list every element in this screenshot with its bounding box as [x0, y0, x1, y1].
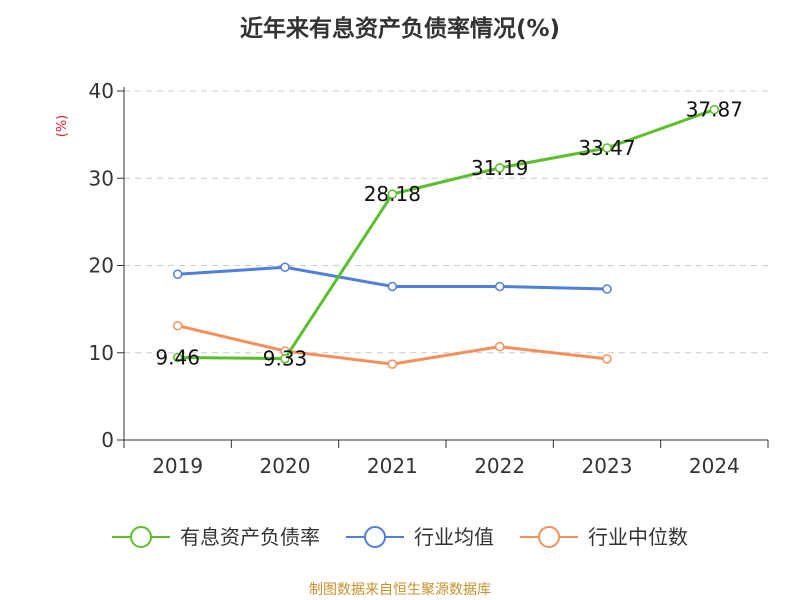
legend: 有息资产负债率 行业均值 行业中位数 [112, 525, 688, 549]
data-point [387, 189, 398, 199]
x-tick-label: 2022 [474, 454, 525, 478]
data-point [280, 353, 290, 364]
legend-marker [364, 526, 386, 548]
legend-item: 有息资产负债率 [112, 525, 320, 549]
x-tick-label: 2019 [152, 454, 203, 478]
data-point [494, 163, 505, 173]
legend-label: 行业均值 [414, 525, 494, 549]
x-tick-label: 2020 [260, 454, 311, 478]
gridlines [124, 90, 768, 354]
data-point [387, 281, 398, 292]
data-point [602, 284, 612, 294]
data-point [602, 143, 612, 153]
data-label: 37.87 [686, 98, 743, 122]
y-tick-label: 10 [89, 341, 114, 365]
x-tick-label: 2021 [367, 454, 418, 478]
legend-item: 行业均值 [346, 525, 494, 549]
series-3 [172, 320, 612, 369]
chart-title: 近年来有息资产负债率情况(%) [240, 15, 560, 42]
x-tick-label: 2023 [582, 454, 633, 478]
y-axis-label: (%) [55, 115, 70, 138]
data-label: 31.19 [471, 156, 528, 180]
data-point [280, 262, 290, 272]
y-tick-label: 0 [101, 428, 114, 452]
y-tick-label: 20 [89, 254, 114, 278]
axes: 0 10 20 30 40 2019 2020 2021 2022 2023 2024 [89, 79, 769, 478]
data-label: 33.47 [578, 136, 635, 160]
legend-item: 行业中位数 [520, 525, 688, 549]
series-2 [172, 262, 612, 294]
legend-marker [538, 526, 560, 548]
legend-marker [130, 526, 152, 548]
data-label: 9.33 [263, 347, 308, 371]
source-note: 制图数据来自恒生聚源数据库 [309, 582, 491, 598]
legend-label: 行业中位数 [588, 525, 688, 549]
data-point [709, 104, 720, 115]
legend-label: 有息资产负债率 [180, 525, 320, 549]
series-layer: 9.46 9.33 28.18 31.19 33.47 37.87 [155, 98, 743, 371]
data-point [387, 359, 398, 369]
data-label: 9.46 [155, 345, 200, 369]
data-point [602, 354, 612, 364]
series-line [177, 108, 715, 361]
y-tick-label: 40 [89, 79, 114, 103]
series-1: 9.46 9.33 28.18 31.19 33.47 37.87 [155, 98, 743, 371]
y-tick-label: 30 [89, 166, 114, 190]
data-label: 28.18 [364, 182, 421, 206]
data-point [172, 320, 183, 331]
x-tick-label: 2024 [689, 454, 740, 478]
data-point [494, 341, 505, 352]
data-point [172, 352, 183, 363]
data-point [494, 281, 505, 292]
data-point [172, 269, 183, 279]
